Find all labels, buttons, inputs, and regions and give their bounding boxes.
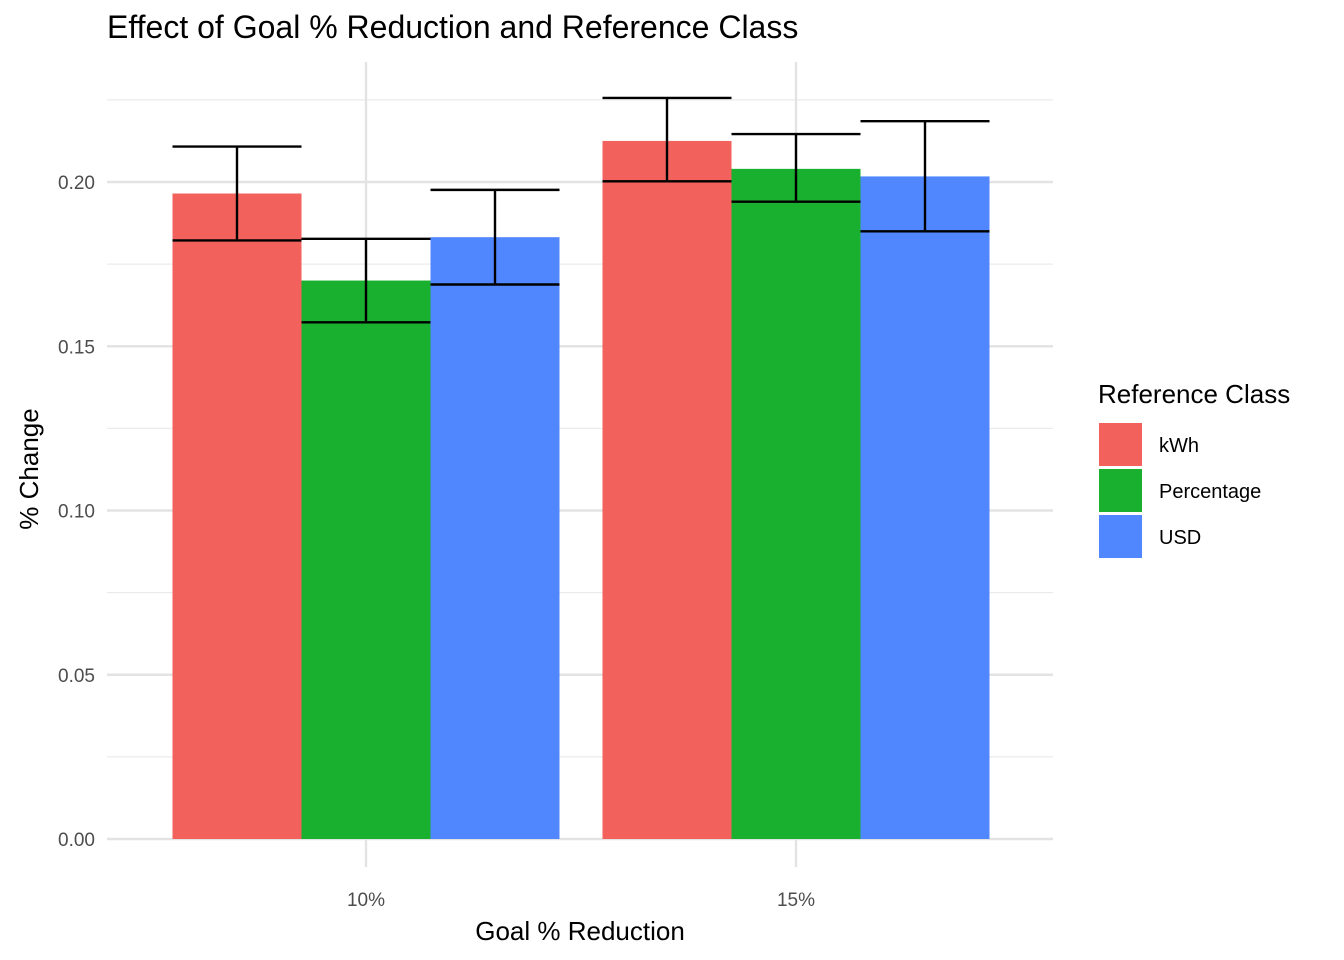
legend-swatch xyxy=(1099,515,1142,558)
x-tick-label: 15% xyxy=(777,890,815,911)
bar xyxy=(860,176,990,839)
y-tick-label: 0.20 xyxy=(58,173,95,194)
legend-label: Percentage xyxy=(1159,481,1261,503)
bar xyxy=(301,280,431,839)
bar xyxy=(602,140,732,839)
error-bar xyxy=(860,120,990,233)
legend-title: Reference Class xyxy=(1098,379,1290,409)
bar xyxy=(430,237,560,840)
y-tick-label: 0.00 xyxy=(58,830,95,851)
y-axis-ticks: 0.00 0.05 0.10 0.15 0.20 xyxy=(58,173,95,851)
legend-swatch xyxy=(1099,469,1142,512)
legend-item: Percentage xyxy=(1099,469,1261,512)
x-axis-title: Goal % Reduction xyxy=(475,916,685,946)
chart-title: Effect of Goal % Reduction and Reference… xyxy=(107,9,798,45)
legend-swatch xyxy=(1099,423,1142,466)
y-tick-label: 0.05 xyxy=(58,666,95,687)
legend-item: kWh xyxy=(1099,423,1199,466)
error-bar xyxy=(430,188,560,286)
y-tick-label: 0.10 xyxy=(58,502,95,523)
error-bar xyxy=(172,145,302,242)
error-bar xyxy=(602,96,732,183)
y-tick-label: 0.15 xyxy=(58,337,95,358)
legend-label: kWh xyxy=(1159,435,1199,457)
legend-item: USD xyxy=(1099,515,1201,558)
legend: Reference Class kWh Percentage USD xyxy=(1098,379,1290,558)
bars xyxy=(172,140,990,840)
y-axis-title: % Change xyxy=(14,408,44,529)
error-bars xyxy=(172,96,990,324)
bar xyxy=(172,193,302,839)
bar xyxy=(731,168,861,840)
x-axis-ticks: 10% 15% xyxy=(347,890,815,911)
x-tick-label: 10% xyxy=(347,890,385,911)
error-bar xyxy=(731,132,861,203)
legend-label: USD xyxy=(1159,527,1201,549)
error-bar xyxy=(301,237,431,324)
